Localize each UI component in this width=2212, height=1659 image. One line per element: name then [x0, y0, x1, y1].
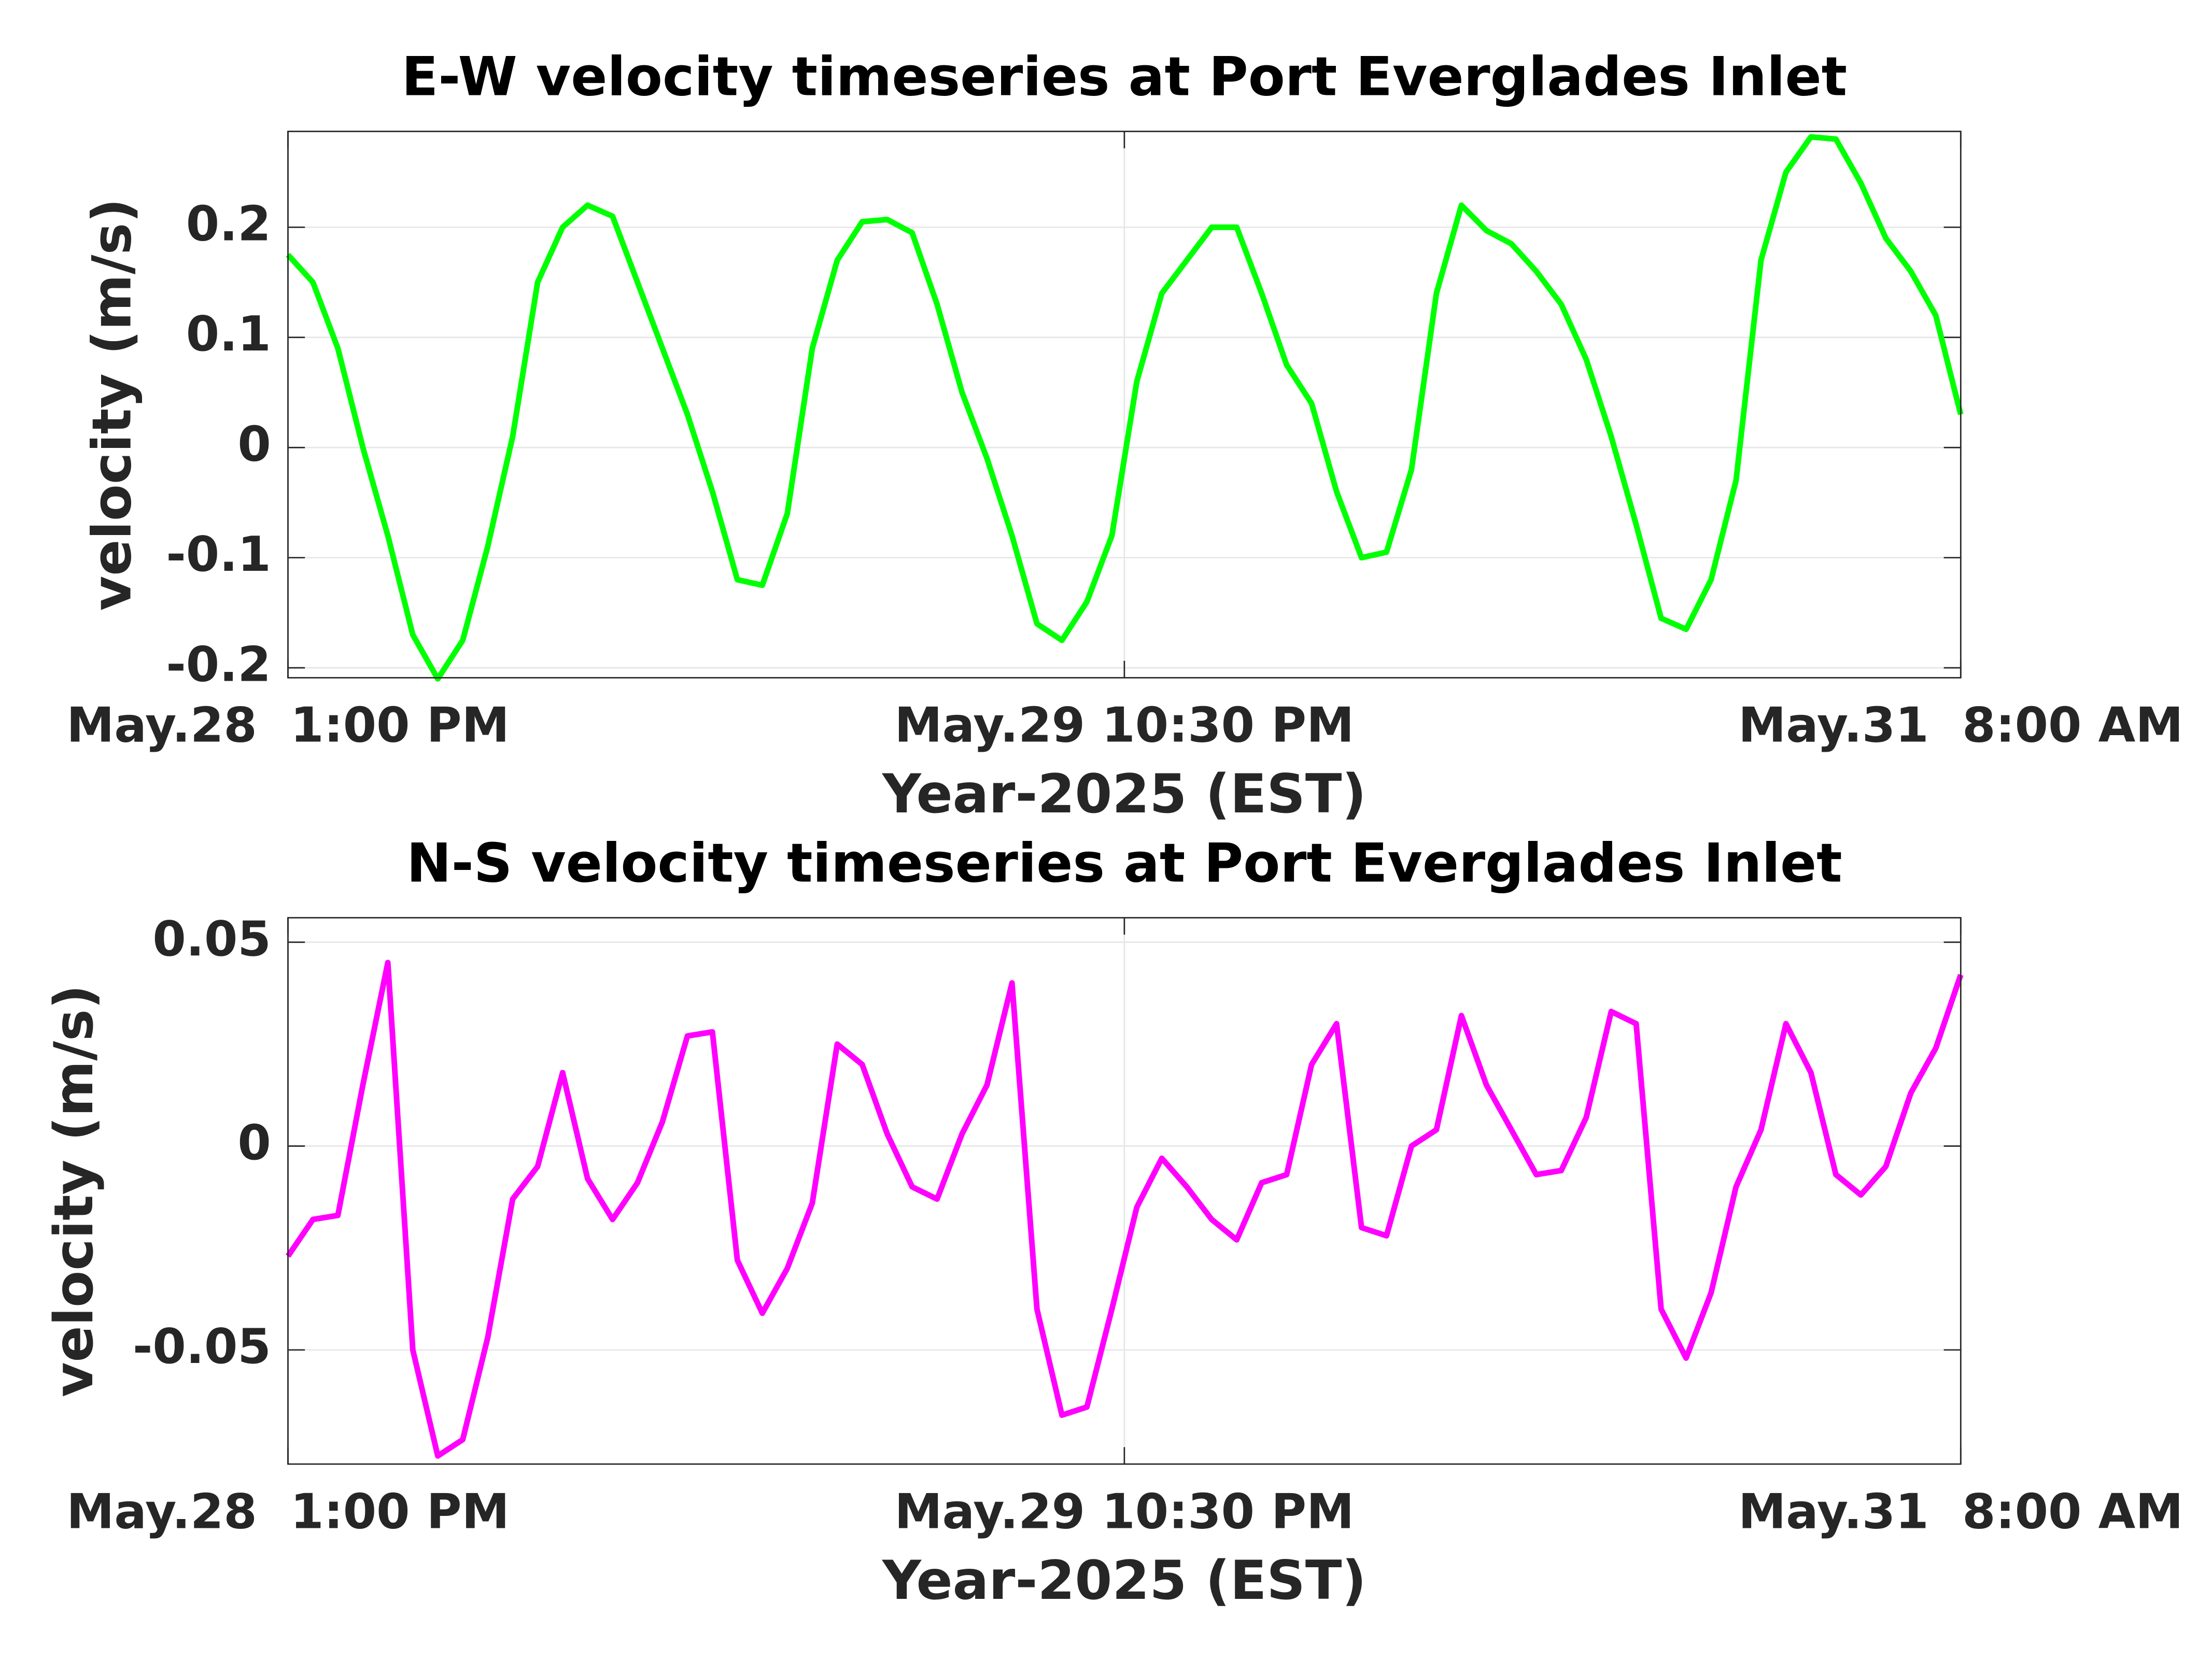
y-tick-label: 0.05 — [152, 911, 271, 967]
chart-title: E-W velocity timeseries at Port Everglad… — [402, 46, 1848, 108]
x-tick-label: May.28 1:00 PM — [66, 697, 510, 753]
y-tick-label: 0 — [237, 416, 271, 472]
plot-frame — [287, 917, 1962, 1465]
chart: -0.2 -0.1 0 0.1 0.2 May.28 1:00 PM May.29 10:3… — [66, 46, 2183, 825]
y-tick-label: 0.2 — [186, 196, 271, 252]
y-tick-label: 0 — [237, 1115, 271, 1171]
x-tick-label: May.31 8:00 AM — [1738, 697, 2183, 753]
y-tick-label: -0.1 — [166, 526, 271, 582]
y-axis-label: velocity (m/s) — [81, 199, 144, 611]
x-tick-label: May.28 1:00 PM — [66, 1483, 510, 1539]
x-tick-label: May.31 8:00 AM — [1738, 1483, 2183, 1539]
y-axis-label: velocity (m/s) — [43, 985, 105, 1397]
series-line — [286, 134, 1964, 682]
x-axis-label: Year-2025 (EST) — [881, 763, 1366, 825]
x-axis-label: Year-2025 (EST) — [881, 1550, 1366, 1612]
y-tick-label: -0.2 — [166, 637, 271, 693]
y-tick-label: -0.05 — [133, 1318, 271, 1374]
x-tick-label: May.29 10:30 PM — [895, 1483, 1355, 1539]
series-line — [285, 960, 1964, 1459]
chart: -0.05 0 0.05 May.28 1:00 PM May.29 10:30 PM M… — [43, 832, 2183, 1611]
plot-frame — [287, 131, 1962, 679]
y-tick-label: 0.1 — [186, 306, 271, 362]
chart-title: N-S velocity timeseries at Port Everglad… — [406, 832, 1842, 894]
x-tick-label: May.29 10:30 PM — [895, 697, 1355, 753]
